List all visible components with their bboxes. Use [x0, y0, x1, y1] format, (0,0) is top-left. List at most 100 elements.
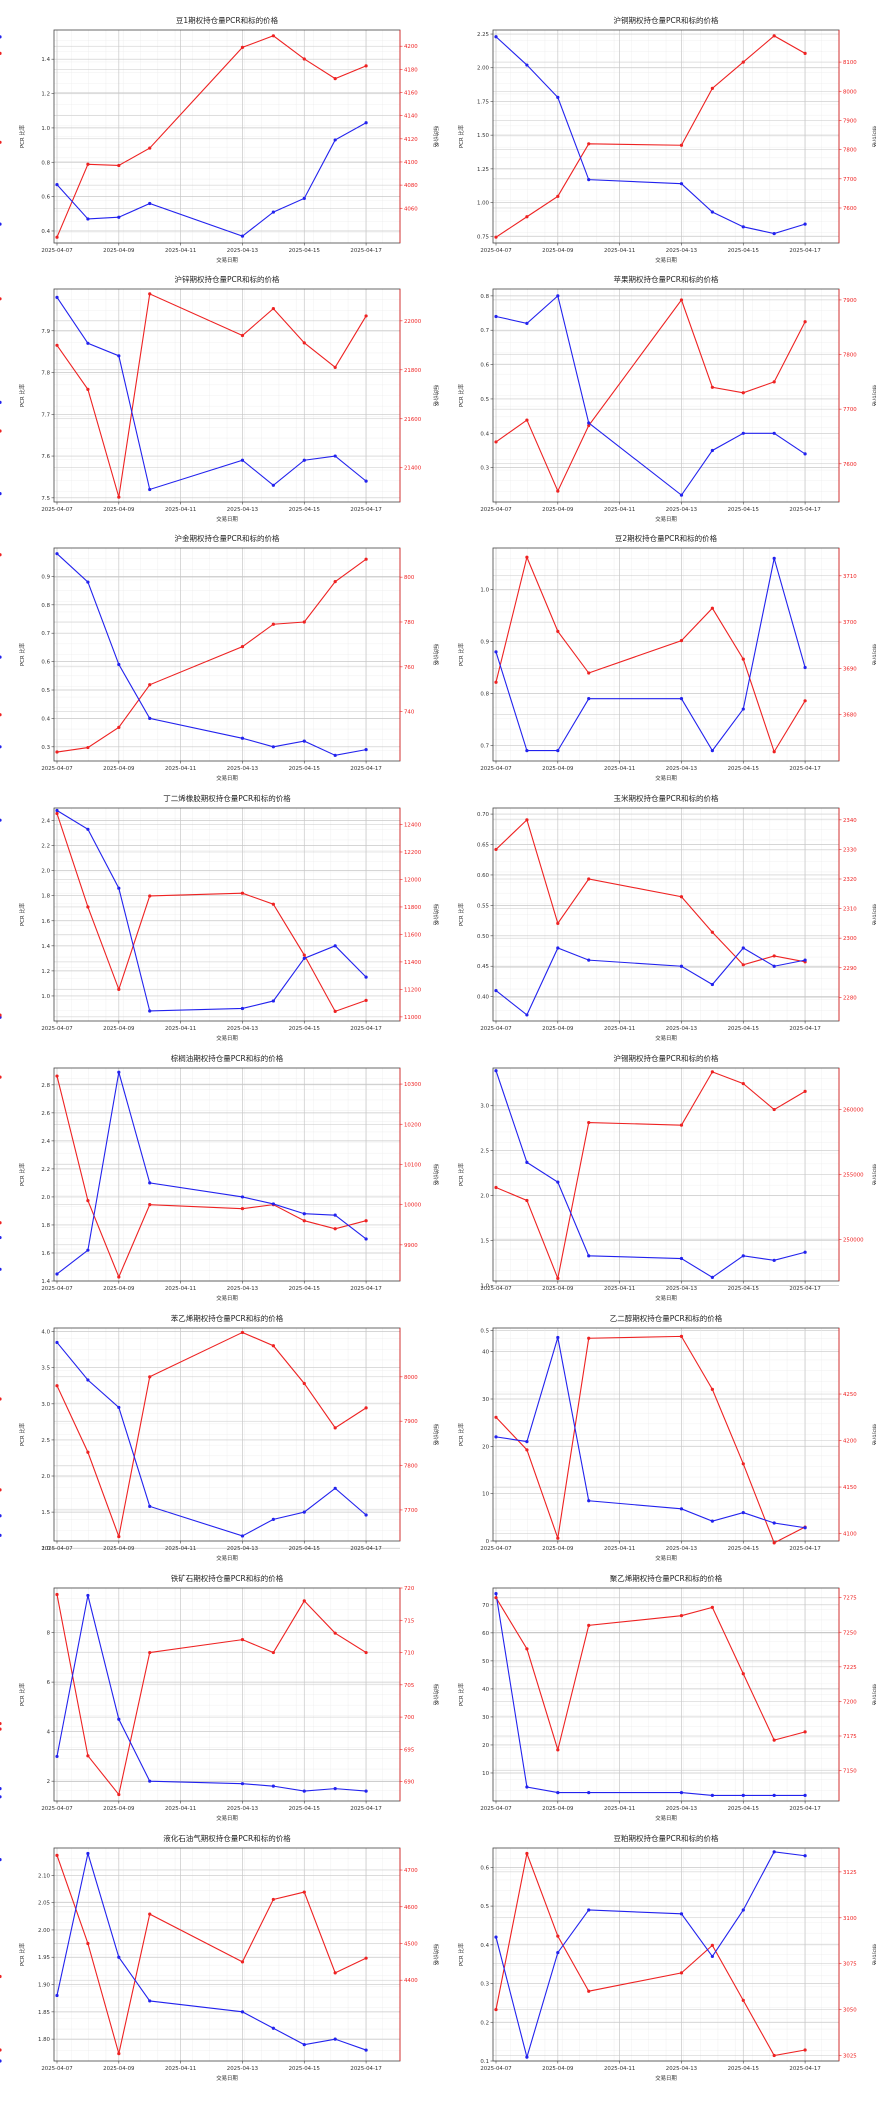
pcr-point [364, 975, 368, 979]
y-tick-label: 1.6 [41, 919, 50, 925]
x-tick-label: 2025-04-09 [103, 1806, 135, 1812]
chart-panel: 铁矿石期权持仓量PCR和标的价格 2025-04-07 2025-04-09 2025… [0, 1573, 440, 1822]
pcr-point [271, 1784, 275, 1788]
pcr-point [803, 665, 807, 670]
x-tick-label: 2025-04-15 [289, 1286, 320, 1292]
chart-panel: 豆1期权持仓量PCR和标的价格 2025-04-07 2025-04-09 2025-… [0, 15, 440, 264]
price-point [271, 306, 275, 311]
y-tick-label: 0.7 [41, 631, 50, 637]
y-tick-label: 2.0 [480, 1194, 489, 1200]
x-tick-label: 2025-04-15 [289, 507, 320, 513]
pcr-point [772, 431, 776, 435]
pcr-point [556, 1950, 560, 1955]
x-axis-label: 交易日期 [216, 1034, 238, 1042]
price-point [86, 1199, 90, 1203]
y-tick-label-right: 4200 [843, 1439, 857, 1445]
price-point [525, 418, 529, 422]
pcr-point [494, 314, 498, 319]
price-series-line [56, 813, 367, 1013]
y-tick-label: 0 [486, 1539, 490, 1545]
price-point [803, 699, 807, 703]
price-point [55, 1384, 59, 1388]
price-point [525, 215, 529, 219]
y-tick-label: 1.75 [477, 99, 489, 105]
y-tick-label-right: 4600 [404, 1905, 418, 1911]
chart-panel: 乙二醇期权持仓量PCR和标的价格 2025-04-07 2025-04-09 2025… [0, 1313, 876, 1562]
price-point [525, 1851, 529, 1856]
pcr-point [494, 1592, 498, 1596]
pcr-point [0, 1267, 2, 1271]
price-point [148, 683, 152, 687]
price-point [302, 1381, 306, 1386]
price-point [679, 639, 684, 643]
y-tick-label-right: 7700 [404, 1508, 418, 1514]
pcr-point [741, 1254, 745, 1258]
price-point [494, 440, 498, 444]
y-tick-label: 0.45 [477, 964, 489, 970]
y-tick-label-right: 7900 [843, 298, 857, 304]
pcr-point [772, 556, 776, 560]
price-point [240, 1330, 245, 1335]
x-tick-label: 2025-04-11 [165, 248, 196, 254]
pcr-point [772, 1258, 776, 1262]
y-tick-label: 0.1 [480, 2059, 489, 2065]
chart-title: 铁矿石期权持仓量PCR和标的价格 [171, 1573, 284, 1583]
y-tick-label: 3.0 [41, 1402, 50, 1408]
y-axis-label-left: PCR 比率 [18, 1682, 26, 1706]
price-point [525, 555, 529, 559]
y-axis-label-right: 标的价格 [871, 126, 876, 148]
y-tick-label: 0.70 [477, 812, 490, 818]
price-point [271, 622, 275, 626]
y-tick-label: 1.4 [41, 944, 50, 950]
y-tick-label: 20 [482, 1444, 489, 1450]
y-tick-label-right: 21800 [404, 368, 422, 374]
x-tick-label: 2025-04-09 [542, 248, 574, 254]
price-point [240, 1960, 245, 1964]
pcr-point [117, 886, 121, 890]
y-tick-label-right: 740 [404, 710, 415, 716]
x-tick-label: 2025-04-07 [41, 507, 72, 513]
price-point [86, 387, 90, 391]
x-tick-label: 2025-04-07 [480, 507, 511, 513]
pcr-point [772, 1850, 776, 1854]
price-point [86, 162, 90, 166]
price-point [117, 1534, 121, 1539]
pcr-point [710, 1275, 714, 1280]
price-point [679, 298, 684, 302]
x-tick-label: 2025-04-15 [728, 766, 759, 772]
pcr-point [0, 222, 2, 226]
y-axis-label-right: 标的价格 [432, 126, 440, 148]
chart-title: 苯乙烯期权持仓量PCR和标的价格 [171, 1313, 284, 1323]
y-tick-label-right: 7900 [843, 118, 857, 124]
price-point [710, 606, 714, 610]
x-axis-label: 交易日期 [655, 774, 677, 782]
pcr-point [333, 138, 337, 142]
chart-panel: 苹果期权持仓量PCR和标的价格 2025-04-07 2025-04-09 2025-… [0, 274, 876, 523]
x-axis-label: 交易日期 [655, 2074, 677, 2082]
pcr-point [117, 1955, 121, 1959]
y-tick-label-right: 11200 [404, 987, 422, 993]
pcr-point [364, 1789, 368, 1793]
y-tick-label: 0.8 [480, 691, 489, 697]
y-tick-label-right: 250000 [843, 1237, 864, 1243]
price-point [741, 1998, 745, 2003]
price-point [55, 1074, 59, 1078]
y-tick-label-right: 3690 [843, 666, 857, 672]
pcr-point [302, 458, 306, 462]
y-tick-label: 7.9 [41, 329, 50, 335]
y-tick-label-right: 3075 [843, 1962, 857, 1968]
chart-panel: 沪金期权持仓量PCR和标的价格 2025-04-07 2025-04-09 2025-… [0, 533, 440, 782]
y-tick-label: 7.6 [41, 454, 50, 460]
price-point [0, 1221, 2, 1225]
y-axis-label-right: 标的价格 [432, 385, 440, 407]
x-tick-label: 2025-04-15 [728, 507, 759, 513]
y-tick-label: 30 [482, 1397, 489, 1403]
y-tick-label-right: 7800 [404, 1464, 418, 1470]
price-point [525, 1647, 529, 1651]
y-tick-label-right: 710 [404, 1651, 415, 1657]
x-tick-label: 2025-04-07 [480, 766, 511, 772]
pcr-point [494, 35, 498, 39]
y-tick-label-right: 11600 [404, 932, 422, 938]
x-tick-label: 2025-04-17 [789, 1026, 820, 1032]
y-tick-label: 1.8 [41, 1223, 50, 1229]
